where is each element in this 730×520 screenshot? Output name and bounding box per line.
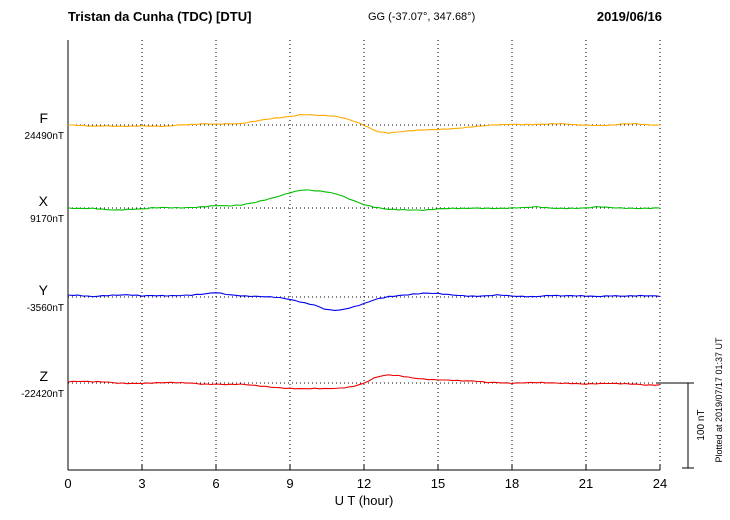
x-tick-label-6: 6 bbox=[212, 476, 219, 491]
x-axis-title: U T (hour) bbox=[335, 493, 394, 508]
station-title: Tristan da Cunha (TDC) [DTU] bbox=[68, 9, 251, 24]
x-tick-label-12: 12 bbox=[357, 476, 371, 491]
series-label-Y: Y bbox=[39, 282, 49, 298]
trace-Z bbox=[67, 374, 661, 390]
series-baseline-value-X: 9170nT bbox=[30, 214, 64, 225]
scale-bar-label: 100 nT bbox=[696, 409, 707, 440]
geographic-coords-label: GG (-37.07°, 347.68°) bbox=[368, 11, 475, 23]
x-tick-label-24: 24 bbox=[653, 476, 667, 491]
plotted-at-note: Plotted at 2019/07/17 01:37 UT bbox=[714, 337, 724, 463]
x-tick-label-15: 15 bbox=[431, 476, 445, 491]
chart-layer: 0 3 6 9 12 15 18 21 24 F 24490nT X 9170nT Y -3560nT Z -2… bbox=[21, 40, 694, 491]
x-tick-label-21: 21 bbox=[579, 476, 593, 491]
x-tick-label-0: 0 bbox=[64, 476, 71, 491]
trace-F bbox=[68, 114, 661, 134]
series-label-Z: Z bbox=[39, 368, 48, 384]
trace-X bbox=[67, 189, 661, 211]
x-tick-label-18: 18 bbox=[505, 476, 519, 491]
date-label: 2019/06/16 bbox=[597, 9, 662, 24]
series-label-F: F bbox=[39, 110, 48, 126]
series-label-X: X bbox=[39, 193, 49, 209]
series-baseline-value-F: 24490nT bbox=[25, 131, 64, 142]
x-tick-label-9: 9 bbox=[286, 476, 293, 491]
trace-Y bbox=[67, 292, 661, 311]
series-baseline-value-Z: -22420nT bbox=[21, 389, 64, 400]
series-baseline-value-Y: -3560nT bbox=[27, 303, 64, 314]
x-tick-label-3: 3 bbox=[138, 476, 145, 491]
